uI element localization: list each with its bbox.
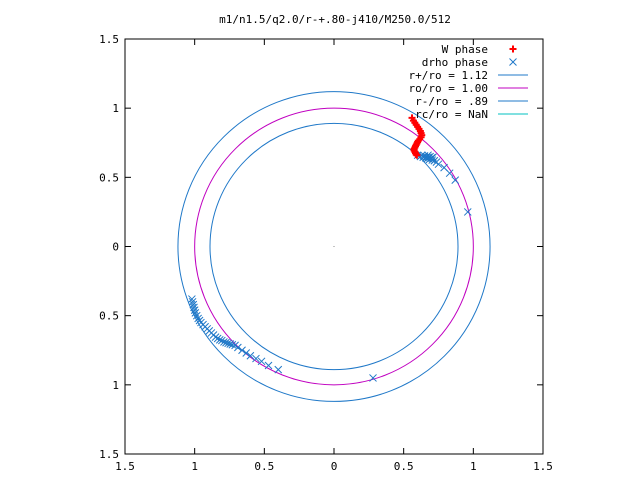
drho-phase-point (242, 349, 251, 357)
circle-series-3 (194, 107, 474, 386)
axis-ticks: 1.5 1 0.5 0 0.5 1 1.51.510.500.511.5 (99, 33, 553, 473)
y-tick-label: 0 (112, 241, 119, 254)
x-tick-label: 1.5 (533, 460, 553, 473)
drho-phase-point (215, 336, 224, 344)
legend-marker (509, 45, 517, 53)
x-tick-label: 1 (191, 460, 198, 473)
drho-phase-point (451, 176, 460, 184)
legend-label: ro/ro = 1.00 (409, 82, 488, 95)
legend-label: W phase (442, 43, 488, 56)
y-tick-label: 0.5 (99, 310, 119, 323)
drho-phase-point (246, 351, 255, 360)
y-tick-label: 1.5 (99, 448, 119, 461)
circle-series-2 (177, 91, 491, 402)
drho-phase-point (445, 169, 454, 178)
drho-phase-point (434, 160, 443, 169)
x-tick-label: 1 (470, 460, 477, 473)
drho-phase-point (222, 338, 230, 347)
legend-marker (509, 58, 517, 66)
w-phase-point (413, 151, 421, 159)
drho-phase-point (234, 343, 242, 352)
drho-phase-point (369, 374, 377, 382)
drho-phase-point (190, 306, 199, 314)
x-tick-label: 0.5 (394, 460, 414, 473)
origin-dot (333, 246, 335, 247)
chart-title: m1/n1.5/q2.0/r-+.80-j410/M250.0/512 (219, 13, 451, 26)
y-tick-label: 1 (112, 102, 119, 115)
series-points (188, 114, 472, 382)
drho-phase-point (428, 156, 437, 164)
x-tick-label: 0.5 (254, 460, 274, 473)
circle-series-4 (209, 122, 459, 371)
drho-phase-point (463, 208, 472, 216)
drho-phase-point (252, 354, 260, 363)
x-tick-label: 1.5 (115, 460, 135, 473)
legend-label: r-/ro = .89 (415, 95, 488, 108)
legend-label: rc/ro = NaN (415, 108, 488, 121)
drho-phase-point (238, 346, 246, 355)
legend-label: drho phase (422, 56, 488, 69)
y-tick-label: 1.5 (99, 33, 119, 46)
drho-phase-point (226, 340, 235, 348)
x-tick-label: 0 (331, 460, 338, 473)
drho-phase-point (224, 339, 232, 348)
drho-phase-point (220, 338, 228, 346)
series-circles (177, 91, 491, 402)
y-tick-label: 0.5 (99, 171, 119, 184)
drho-phase-point (274, 365, 283, 374)
drho-phase-point (264, 361, 273, 370)
drho-phase-point (228, 340, 237, 349)
legend-label: r+/ro = 1.12 (409, 69, 488, 82)
drho-phase-point (257, 357, 266, 366)
y-tick-label: 1 (112, 379, 119, 392)
